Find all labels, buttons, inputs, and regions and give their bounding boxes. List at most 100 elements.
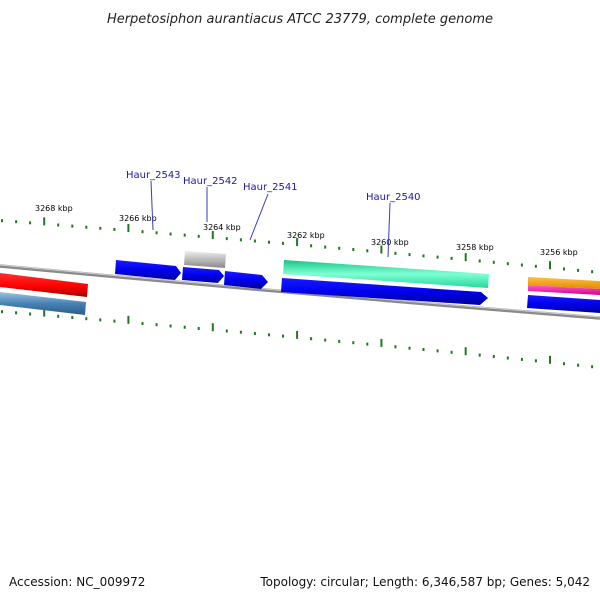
minor-tick	[282, 334, 284, 338]
minor-tick	[169, 324, 172, 328]
minor-tick	[492, 355, 495, 358]
minor-tick	[1, 310, 3, 314]
kbp-label-3262: 3262 kbp	[287, 231, 325, 240]
minor-tick	[338, 339, 341, 343]
minor-tick	[1, 219, 3, 223]
kbp-label-3258: 3258 kbp	[456, 243, 494, 252]
gene-label-haur-2541[interactable]: Haur_2541	[243, 182, 298, 193]
feature-haur-2541[interactable]	[224, 271, 268, 289]
minor-tick	[225, 329, 228, 333]
kbp-label-3264: 3264 kbp	[203, 223, 241, 232]
gene-callout-haur-2542: Haur_2542	[183, 176, 238, 222]
major-tick	[464, 347, 467, 356]
inner-tick-ring	[1, 308, 594, 369]
minor-tick	[450, 256, 453, 260]
minor-tick	[113, 227, 116, 231]
minor-tick	[520, 263, 523, 267]
major-tick	[549, 261, 551, 270]
minor-tick	[352, 341, 355, 345]
minor-tick	[506, 356, 509, 360]
feature-haur-2540-aqua[interactable]	[283, 260, 489, 288]
minor-tick	[225, 237, 228, 241]
accession-text: Accession: NC_009972	[9, 575, 146, 589]
gene-callout-haur-2541: Haur_2541	[243, 182, 298, 241]
minor-tick	[71, 224, 74, 228]
feature-haur-2540[interactable]	[281, 278, 488, 305]
minor-tick	[253, 332, 256, 335]
minor-tick	[197, 327, 200, 330]
gene-label-haur-2543[interactable]: Haur_2543	[126, 170, 181, 181]
major-tick	[211, 231, 214, 239]
feature-right-magenta[interactable]	[528, 285, 600, 295]
minor-tick	[577, 268, 580, 272]
minor-tick	[57, 223, 60, 227]
minor-tick	[408, 346, 411, 350]
minor-tick	[141, 322, 144, 325]
feature-steelblue[interactable]	[0, 292, 86, 315]
gene-callout-haur-2540: Haur_2540	[366, 192, 421, 258]
kbp-label-3260: 3260 kbp	[371, 238, 409, 247]
map-title: Herpetosiphon aurantiacus ATCC 23779, co…	[107, 12, 493, 27]
minor-tick	[478, 259, 481, 263]
kbp-label-3266: 3266 kbp	[119, 214, 157, 223]
minor-tick	[85, 225, 88, 229]
minor-tick	[29, 312, 32, 316]
major-tick	[380, 245, 383, 254]
minor-tick	[577, 363, 580, 367]
major-tick	[549, 355, 551, 364]
gene-callout-haur-2543: Haur_2543	[126, 170, 181, 231]
minor-tick	[282, 241, 284, 245]
minor-tick	[408, 253, 411, 257]
feature-red[interactable]	[0, 273, 88, 297]
minor-tick	[29, 221, 32, 225]
feature-haur-2542-gray[interactable]	[184, 251, 226, 268]
minor-tick	[99, 226, 102, 230]
minor-tick	[15, 220, 18, 224]
kbp-label-3256: 3256 kbp	[540, 248, 578, 257]
minor-tick	[71, 316, 74, 319]
gene-label-haur-2542[interactable]: Haur_2542	[183, 176, 238, 187]
minor-tick	[183, 325, 186, 329]
minor-tick	[113, 319, 116, 323]
gene-label-haur-2540[interactable]: Haur_2540	[366, 192, 421, 203]
feature-haur-2543[interactable]	[115, 260, 181, 280]
minor-tick	[563, 362, 565, 366]
feature-right-cds[interactable]	[527, 295, 600, 313]
minor-tick	[352, 248, 355, 251]
minor-tick	[506, 262, 509, 266]
minor-tick	[197, 234, 200, 238]
minor-tick	[563, 267, 565, 271]
minor-tick	[394, 251, 397, 255]
major-tick	[296, 238, 299, 247]
minor-tick	[15, 311, 18, 315]
minor-tick	[99, 318, 102, 322]
minor-tick	[436, 349, 439, 353]
major-tick	[464, 253, 467, 262]
minor-tick	[141, 230, 144, 234]
major-tick	[43, 308, 46, 317]
minor-tick	[324, 338, 327, 342]
minor-tick	[338, 246, 341, 250]
minor-tick	[492, 260, 495, 264]
minor-tick	[366, 342, 369, 346]
minor-tick	[310, 244, 313, 248]
minor-tick	[422, 348, 425, 351]
minor-tick	[324, 245, 327, 249]
genome-info-text: Topology: circular; Length: 6,346,587 bp…	[260, 575, 590, 589]
minor-tick	[239, 330, 242, 334]
major-tick	[380, 338, 383, 347]
major-tick	[296, 330, 299, 339]
minor-tick	[155, 231, 158, 235]
minor-tick	[436, 255, 439, 259]
minor-tick	[155, 323, 158, 327]
minor-tick	[534, 264, 537, 268]
feature-haur-2542[interactable]	[182, 267, 224, 283]
minor-tick	[85, 317, 88, 321]
minor-tick	[394, 345, 397, 349]
minor-tick	[591, 270, 594, 274]
minor-tick	[366, 249, 369, 253]
minor-tick	[169, 232, 172, 236]
kbp-label-3268: 3268 kbp	[35, 204, 73, 213]
minor-tick	[310, 337, 313, 341]
